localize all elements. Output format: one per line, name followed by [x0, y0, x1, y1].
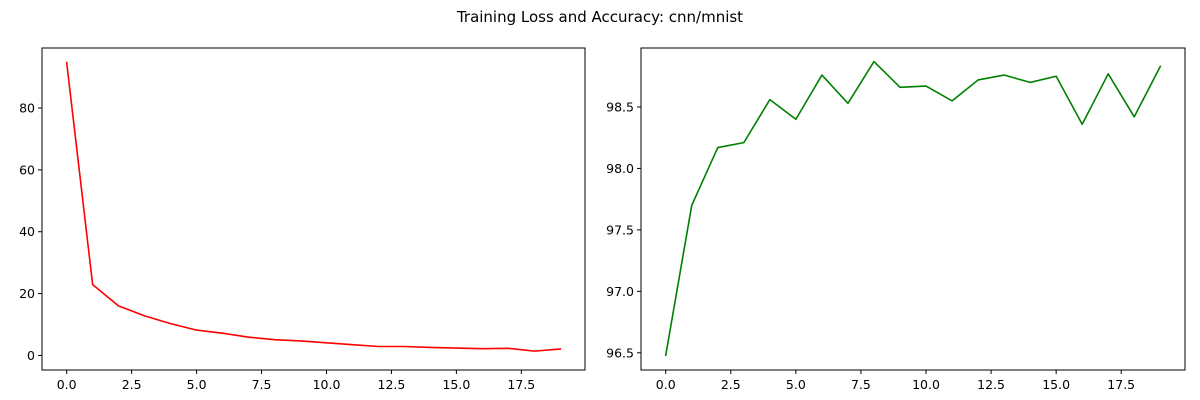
- loss-x-tick-label: 15.0: [442, 377, 470, 392]
- loss-y-tick-label: 60: [19, 162, 35, 177]
- accuracy-y-tick-label: 97.5: [606, 222, 634, 237]
- loss-x-tick-label: 5.0: [187, 377, 207, 392]
- loss-y-tick-label: 80: [19, 101, 35, 116]
- loss-y-tick-label: 40: [19, 224, 35, 239]
- loss-y-tick-label: 0: [27, 348, 35, 363]
- loss-x-tick-label: 0.0: [57, 377, 77, 392]
- accuracy-x-tick-label: 15.0: [1042, 377, 1070, 392]
- loss-x-tick-label: 2.5: [122, 377, 142, 392]
- loss-x-tick-label: 10.0: [313, 377, 341, 392]
- accuracy-y-tick-label: 98.0: [606, 161, 634, 176]
- accuracy-x-tick-label: 5.0: [786, 377, 806, 392]
- loss-series-line: [65, 61, 562, 352]
- accuracy-y-tick-label: 98.5: [606, 99, 634, 114]
- accuracy-x-tick-label: 0.0: [656, 377, 676, 392]
- loss-x-tick-label: 12.5: [378, 377, 406, 392]
- loss-axes-frame: [41, 47, 586, 371]
- loss-x-tick-label: 17.5: [507, 377, 535, 392]
- accuracy-series-line: [664, 60, 1162, 357]
- loss-y-tick-label: 20: [19, 286, 35, 301]
- accuracy-chart-panel: 0.0 2.5 5.0 7.5 10.0 12.5 15.0 17.5 96.5 97.0 97.5…: [606, 47, 1186, 392]
- figure-title: Training Loss and Accuracy: cnn/mnist: [456, 8, 743, 26]
- loss-x-tick-label: 7.5: [252, 377, 272, 392]
- accuracy-x-tick-label: 7.5: [851, 377, 871, 392]
- accuracy-x-tick-label: 10.0: [912, 377, 940, 392]
- accuracy-y-tick-label: 97.0: [606, 284, 634, 299]
- loss-chart-panel: 0.0 2.5 5.0 7.5 10.0 12.5 15.0 17.5 0 20 40 60 80: [19, 47, 586, 392]
- accuracy-y-tick-label: 96.5: [606, 345, 634, 360]
- accuracy-axes-frame: [640, 47, 1186, 371]
- accuracy-x-tick-label: 12.5: [977, 377, 1005, 392]
- accuracy-x-tick-label: 2.5: [721, 377, 741, 392]
- accuracy-x-tick-label: 17.5: [1107, 377, 1135, 392]
